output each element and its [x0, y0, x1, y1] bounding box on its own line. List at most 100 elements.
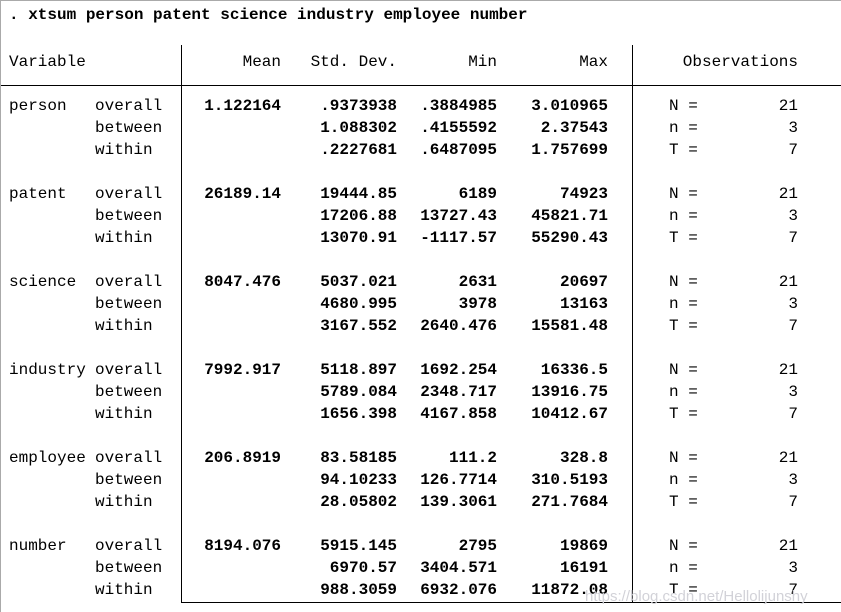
variable-name — [9, 293, 94, 315]
variable-name: patent — [9, 185, 67, 203]
row-level: within — [95, 141, 153, 159]
cell-mean — [183, 403, 281, 425]
cell-mean — [183, 557, 281, 579]
row-level: within — [95, 229, 153, 247]
cell-std-dev: 3167.552 — [320, 317, 397, 335]
cell-max: 1.757699 — [531, 141, 608, 159]
cell-min: 6189 — [458, 185, 497, 203]
cell-min: .3884985 — [420, 97, 497, 115]
variable-name: science — [9, 273, 77, 291]
obs-value: 3 — [788, 559, 798, 577]
table-row: within 1656.398 4167.858 10412.67 T = 7 — [1, 403, 841, 425]
variable-name — [9, 205, 94, 227]
cell-mean — [183, 381, 281, 403]
table-row: within .2227681 .6487095 1.757699 T = 7 — [1, 139, 841, 161]
cell-std-dev: 83.58185 — [320, 449, 397, 467]
cell-min: 2348.717 — [420, 383, 497, 401]
row-level: overall — [95, 97, 163, 115]
variable-block: industry overall 7992.917 5118.897 1692.254 1… — [1, 359, 841, 425]
obs-value: 21 — [778, 537, 798, 555]
cell-max: 2.37543 — [540, 119, 608, 137]
obs-value: 21 — [778, 185, 798, 203]
table-row: person overall 1.122164 .9373938 .3884985 3.0… — [1, 95, 841, 117]
variable-block: patent overall 26189.14 19444.85 6189 74923 N … — [1, 183, 841, 249]
table-row: industry overall 7992.917 5118.897 1692.254 1… — [1, 359, 841, 381]
obs-label: N = — [669, 185, 698, 203]
cell-max: 310.5193 — [531, 471, 608, 489]
obs-label: T = — [669, 405, 698, 423]
obs-label: N = — [669, 449, 698, 467]
row-level: within — [95, 405, 153, 423]
obs-label: T = — [669, 317, 698, 335]
cell-std-dev: 1656.398 — [320, 405, 397, 423]
header-max: Max — [579, 53, 608, 71]
cell-std-dev: 28.05802 — [320, 493, 397, 511]
cell-min: 2640.476 — [420, 317, 497, 335]
cell-std-dev: 5118.897 — [320, 361, 397, 379]
cell-mean — [183, 117, 281, 139]
table-row: science overall 8047.476 5037.021 2631 20697 N… — [1, 271, 841, 293]
cell-std-dev: 13070.91 — [320, 229, 397, 247]
variable-name — [9, 381, 94, 403]
cell-mean — [183, 315, 281, 337]
variable-name: employee — [9, 449, 86, 467]
variable-name — [9, 469, 94, 491]
cell-mean: 1.122164 — [204, 97, 281, 115]
cell-min: .4155592 — [420, 119, 497, 137]
row-level: within — [95, 493, 153, 511]
cell-mean: 26189.14 — [204, 185, 281, 203]
row-level: between — [95, 295, 163, 313]
cell-std-dev: .2227681 — [320, 141, 397, 159]
cell-mean: 206.8919 — [204, 449, 281, 467]
cell-max: 16191 — [559, 559, 608, 577]
cell-mean: 8194.076 — [204, 537, 281, 555]
variable-name — [9, 139, 94, 161]
row-level: within — [95, 581, 153, 599]
cell-max: 15581.48 — [531, 317, 608, 335]
cell-std-dev: 6970.57 — [329, 559, 397, 577]
obs-value: 3 — [788, 471, 798, 489]
table-row: patent overall 26189.14 19444.85 6189 74923 N … — [1, 183, 841, 205]
row-level: between — [95, 559, 163, 577]
obs-label: n = — [669, 383, 698, 401]
cell-mean — [183, 293, 281, 315]
obs-value: 7 — [788, 229, 798, 247]
cell-max: 55290.43 — [531, 229, 608, 247]
obs-label: n = — [669, 559, 698, 577]
cell-mean — [183, 491, 281, 513]
obs-label: T = — [669, 493, 698, 511]
obs-value: 7 — [788, 141, 798, 159]
cell-max: 13163 — [559, 295, 608, 313]
table-row: within 28.05802 139.3061 271.7684 T = 7 — [1, 491, 841, 513]
obs-label: n = — [669, 295, 698, 313]
header-variable: Variable — [9, 53, 86, 71]
cell-max: 11872.08 — [531, 581, 608, 599]
table-row: within 3167.552 2640.476 15581.48 T = 7 — [1, 315, 841, 337]
variable-name — [9, 227, 94, 249]
cell-max: 13916.75 — [531, 383, 608, 401]
variable-block: employee overall 206.8919 83.58185 111.2 328.… — [1, 447, 841, 513]
obs-value: 7 — [788, 405, 798, 423]
obs-value: 3 — [788, 295, 798, 313]
cell-max: 20697 — [559, 273, 608, 291]
cell-mean — [183, 205, 281, 227]
cell-max: 16336.5 — [540, 361, 608, 379]
cell-min: 1692.254 — [420, 361, 497, 379]
obs-label: N = — [669, 97, 698, 115]
cell-max: 45821.71 — [531, 207, 608, 225]
row-level: overall — [95, 273, 163, 291]
cell-min: 139.3061 — [420, 493, 497, 511]
table-row: between 4680.995 3978 13163 n = 3 — [1, 293, 841, 315]
header-min: Min — [468, 53, 497, 71]
cell-std-dev: 94.10233 — [320, 471, 397, 489]
table-row: between 1.088302 .4155592 2.37543 n = 3 — [1, 117, 841, 139]
cell-min: 2631 — [458, 273, 497, 291]
obs-label: n = — [669, 207, 698, 225]
variable-name — [9, 491, 94, 513]
cell-min: .6487095 — [420, 141, 497, 159]
row-level: overall — [95, 449, 163, 467]
cell-std-dev: 988.3059 — [320, 581, 397, 599]
obs-label: T = — [669, 581, 698, 599]
column-divider-right — [632, 45, 633, 603]
cell-max: 74923 — [559, 185, 608, 203]
